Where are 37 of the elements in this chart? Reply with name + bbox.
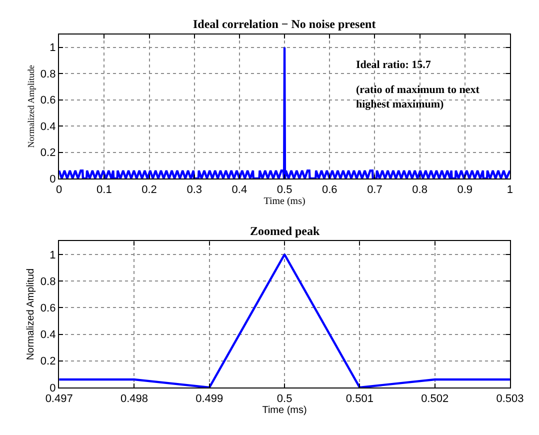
x-tick-label: 0.497 — [45, 392, 73, 405]
x-tick-label: 0.3 — [186, 184, 202, 196]
x-tick-label: 0.499 — [196, 392, 224, 405]
x-tick-label: 0.9 — [457, 184, 473, 196]
y-tick-label: 0.2 — [40, 147, 56, 160]
x-tick-label: 0.1 — [96, 184, 112, 196]
x-tick-label: 0.4 — [232, 184, 248, 196]
y-tick-label: 0 — [50, 173, 56, 186]
y-tick-label: 0.4 — [40, 329, 56, 342]
x-tick-label: 1 — [506, 184, 514, 196]
x-tick-label: 0.5 — [276, 392, 292, 405]
y-tick-label: 0.6 — [40, 302, 56, 315]
y-tick-label: 0.2 — [40, 356, 56, 368]
x-tick-label: 0.8 — [412, 184, 428, 196]
y-tick-label: 0.4 — [40, 120, 56, 133]
x-tick-label: 0.503 — [496, 392, 524, 405]
x-tick-label: 0.2 — [142, 184, 157, 196]
y-tick-label: 0.8 — [40, 68, 56, 80]
chart-title: Ideal correlation − No noise present — [193, 17, 376, 31]
y-tick-label: 1 — [50, 42, 56, 54]
x-axis-title: Time (ms) — [264, 196, 306, 207]
x-tick-label: 0.5 — [276, 184, 292, 196]
y-axis-title: Normalized Amplitud — [25, 268, 36, 360]
y-tick-label: 1 — [50, 249, 56, 262]
chart-title: Zoomed peak — [250, 224, 320, 238]
annotation: (ratio of maximum to next highest maximum) — [356, 84, 480, 110]
y-tick-label: 0.8 — [40, 276, 56, 288]
x-tick-label: 0.7 — [367, 184, 382, 196]
x-tick-label: 0.501 — [346, 392, 374, 405]
x-tick-label: 0.498 — [120, 392, 148, 405]
x-tick-label: 0.502 — [421, 392, 449, 405]
annotation: Ideal ratio: 15.7 — [356, 59, 432, 71]
y-axis-title: Normalized Amplitude — [26, 64, 36, 148]
x-axis-title: Time (ms) — [262, 404, 307, 416]
y-tick-label: 0.6 — [40, 94, 56, 107]
y-tick-label: 0 — [50, 382, 56, 394]
x-tick-label: 0.6 — [322, 184, 338, 196]
